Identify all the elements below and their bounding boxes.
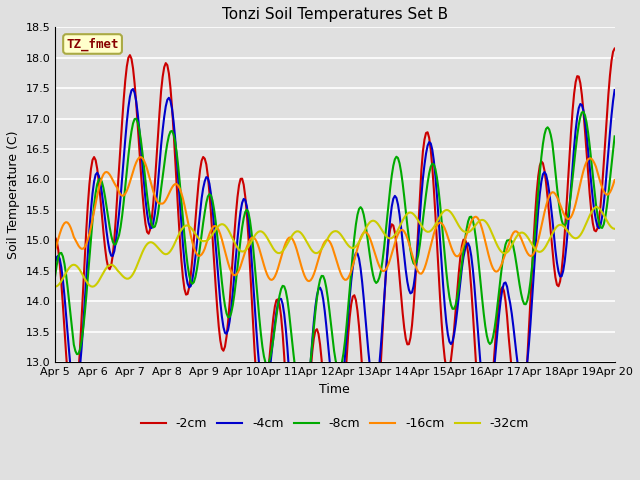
-4cm bbox=[238, 200, 246, 205]
Line: -32cm: -32cm bbox=[55, 207, 614, 287]
-16cm bbox=[51, 247, 59, 253]
-2cm bbox=[51, 234, 59, 240]
-8cm bbox=[299, 404, 307, 410]
-8cm bbox=[583, 120, 591, 125]
-2cm bbox=[246, 263, 254, 268]
-16cm bbox=[305, 278, 313, 284]
-16cm bbox=[238, 259, 246, 264]
Line: -16cm: -16cm bbox=[55, 157, 614, 281]
Text: TZ_fmet: TZ_fmet bbox=[67, 37, 119, 50]
-8cm bbox=[120, 199, 127, 205]
-8cm bbox=[218, 279, 226, 285]
-8cm bbox=[611, 133, 618, 139]
-2cm bbox=[581, 128, 589, 134]
-32cm bbox=[237, 248, 244, 254]
-4cm bbox=[583, 132, 591, 137]
-8cm bbox=[580, 109, 588, 115]
Title: Tonzi Soil Temperatures Set B: Tonzi Soil Temperatures Set B bbox=[222, 7, 448, 22]
X-axis label: Time: Time bbox=[319, 383, 350, 396]
-4cm bbox=[299, 448, 307, 454]
Line: -8cm: -8cm bbox=[55, 112, 614, 407]
-16cm bbox=[137, 154, 145, 160]
-8cm bbox=[51, 274, 59, 279]
Line: -2cm: -2cm bbox=[55, 48, 614, 480]
-4cm bbox=[120, 156, 127, 162]
-4cm bbox=[248, 255, 255, 261]
-2cm bbox=[611, 46, 618, 51]
-4cm bbox=[129, 86, 137, 92]
-8cm bbox=[237, 237, 244, 242]
-32cm bbox=[611, 226, 618, 232]
Legend: -2cm, -4cm, -8cm, -16cm, -32cm: -2cm, -4cm, -8cm, -16cm, -32cm bbox=[136, 412, 534, 435]
-16cm bbox=[248, 235, 255, 241]
-4cm bbox=[220, 324, 227, 330]
-16cm bbox=[120, 192, 127, 198]
-32cm bbox=[592, 204, 600, 210]
-32cm bbox=[218, 221, 226, 227]
Y-axis label: Soil Temperature (C): Soil Temperature (C) bbox=[7, 131, 20, 259]
-8cm bbox=[246, 217, 254, 223]
-32cm bbox=[246, 241, 254, 247]
-16cm bbox=[611, 177, 618, 183]
-32cm bbox=[580, 227, 588, 232]
-4cm bbox=[611, 87, 618, 93]
-16cm bbox=[583, 159, 591, 165]
-8cm bbox=[296, 398, 303, 404]
-32cm bbox=[51, 284, 59, 289]
-4cm bbox=[296, 459, 303, 465]
-32cm bbox=[120, 274, 127, 280]
-4cm bbox=[51, 261, 59, 266]
Line: -4cm: -4cm bbox=[55, 89, 614, 462]
-16cm bbox=[298, 263, 305, 269]
-16cm bbox=[220, 242, 227, 248]
-2cm bbox=[218, 346, 226, 351]
-32cm bbox=[296, 229, 303, 235]
-2cm bbox=[237, 176, 244, 182]
-2cm bbox=[120, 96, 127, 102]
